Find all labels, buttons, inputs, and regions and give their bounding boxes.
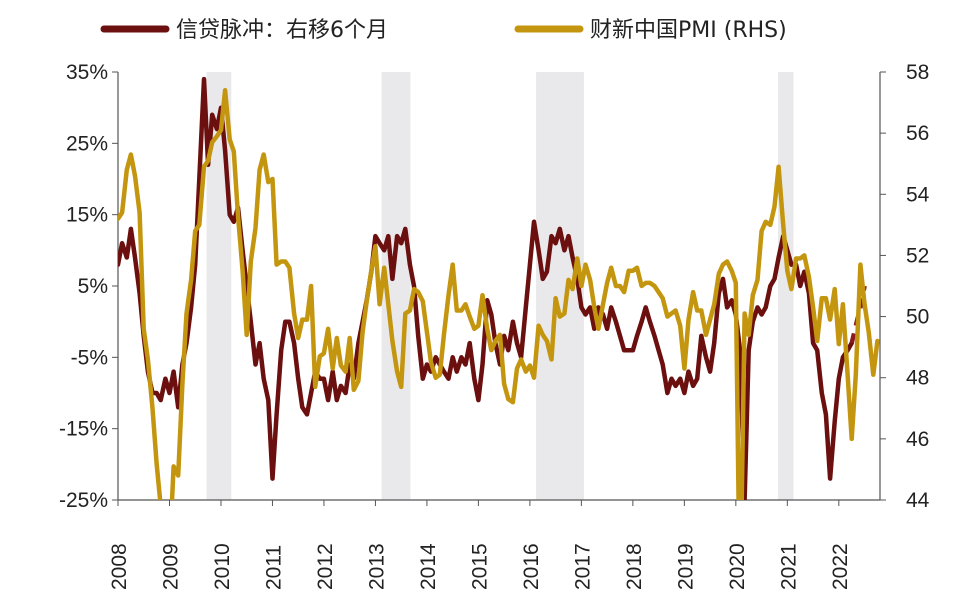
x-tick-label: 2017 xyxy=(571,543,594,590)
series-lines xyxy=(118,76,880,500)
left-tick-label: 5% xyxy=(78,275,108,298)
x-tick-label: 2008 xyxy=(108,543,131,590)
x-tick-label: 2018 xyxy=(623,543,646,590)
right-tick-label: 48 xyxy=(906,367,929,390)
left-tick-label: 15% xyxy=(66,204,108,227)
left-tick-label: -25% xyxy=(59,489,108,512)
x-tick-label: 2019 xyxy=(674,543,697,590)
right-tick-label: 44 xyxy=(906,489,930,512)
x-tick-label: 2021 xyxy=(777,543,800,590)
right-tick-label: 54 xyxy=(906,183,930,206)
axes xyxy=(112,71,886,506)
right-tick-label: 46 xyxy=(906,428,929,451)
x-tick-label: 2010 xyxy=(211,543,234,590)
series-line-3 xyxy=(118,88,880,500)
left-tick-label: -5% xyxy=(71,346,108,369)
x-tick-label: 2015 xyxy=(468,543,491,590)
x-tick-label: 2013 xyxy=(365,543,388,590)
right-tick-label: 58 xyxy=(906,61,929,84)
right-tick-label: 50 xyxy=(906,306,929,329)
x-tick-label: 2014 xyxy=(417,543,440,590)
legend-label-2: 财新中国PMI (RHS) xyxy=(590,18,787,43)
shaded-period-4 xyxy=(778,72,794,500)
right-tick-label: 52 xyxy=(906,244,929,267)
left-tick-label: 35% xyxy=(66,61,108,84)
x-tick-label: 2022 xyxy=(829,543,852,590)
legend: 信贷脉冲：右移6个月 财新中国PMI (RHS) xyxy=(100,18,787,43)
x-tick-label: 2012 xyxy=(314,543,337,590)
x-tick-label: 2020 xyxy=(726,543,749,590)
right-tick-label: 56 xyxy=(906,122,929,145)
x-tick-label: 2011 xyxy=(262,545,285,590)
left-tick-label: 25% xyxy=(66,132,108,155)
left-tick-label: -15% xyxy=(59,418,108,441)
x-tick-label: 2016 xyxy=(520,543,543,590)
x-tick-label: 2009 xyxy=(159,543,182,590)
shaded-period-3 xyxy=(536,72,584,500)
shaded-periods xyxy=(206,72,794,500)
tick-labels: 35% 25% 15% 5% -5% -15% -25% 58 56 54 52 50 48 46 44 20… xyxy=(59,61,930,590)
legend-label-1: 信贷脉冲：右移6个月 xyxy=(176,18,388,43)
